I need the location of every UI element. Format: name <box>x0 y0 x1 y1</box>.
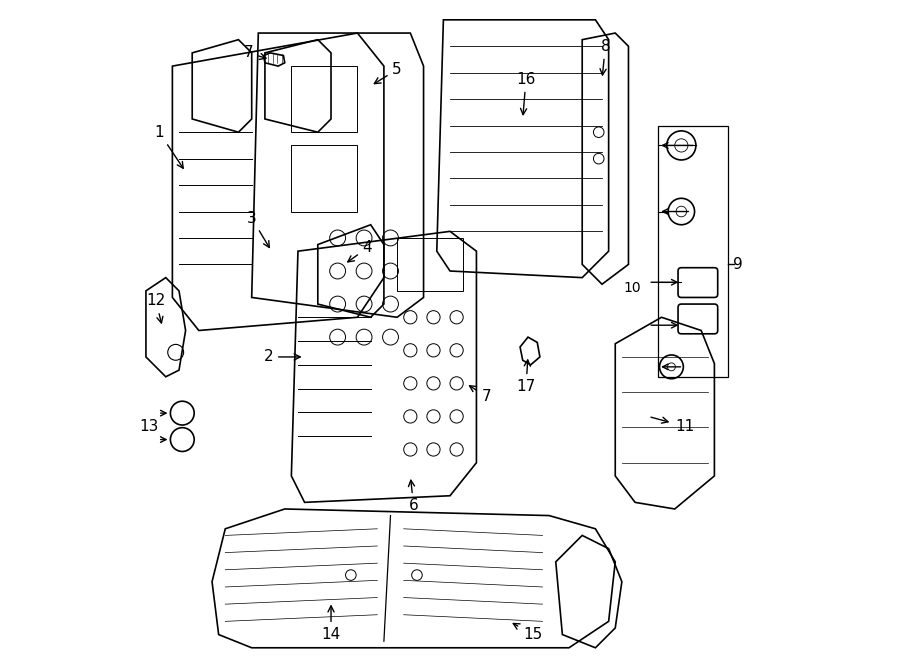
Text: 7: 7 <box>244 46 266 60</box>
Text: 7: 7 <box>470 386 491 404</box>
Text: 3: 3 <box>247 211 269 247</box>
Text: 5: 5 <box>374 62 402 84</box>
Text: 11: 11 <box>651 417 694 434</box>
Text: 12: 12 <box>146 293 166 323</box>
Text: 1: 1 <box>154 125 184 169</box>
Text: 8: 8 <box>600 39 610 75</box>
Text: 16: 16 <box>517 72 535 114</box>
Text: 13: 13 <box>140 419 159 434</box>
Text: 2: 2 <box>264 350 301 364</box>
Text: 15: 15 <box>513 623 542 642</box>
Text: 10: 10 <box>623 280 641 295</box>
Text: 9: 9 <box>733 257 742 272</box>
Text: 6: 6 <box>409 481 419 513</box>
Text: 4: 4 <box>347 241 373 262</box>
Text: 14: 14 <box>321 606 340 642</box>
Text: 17: 17 <box>517 360 535 394</box>
